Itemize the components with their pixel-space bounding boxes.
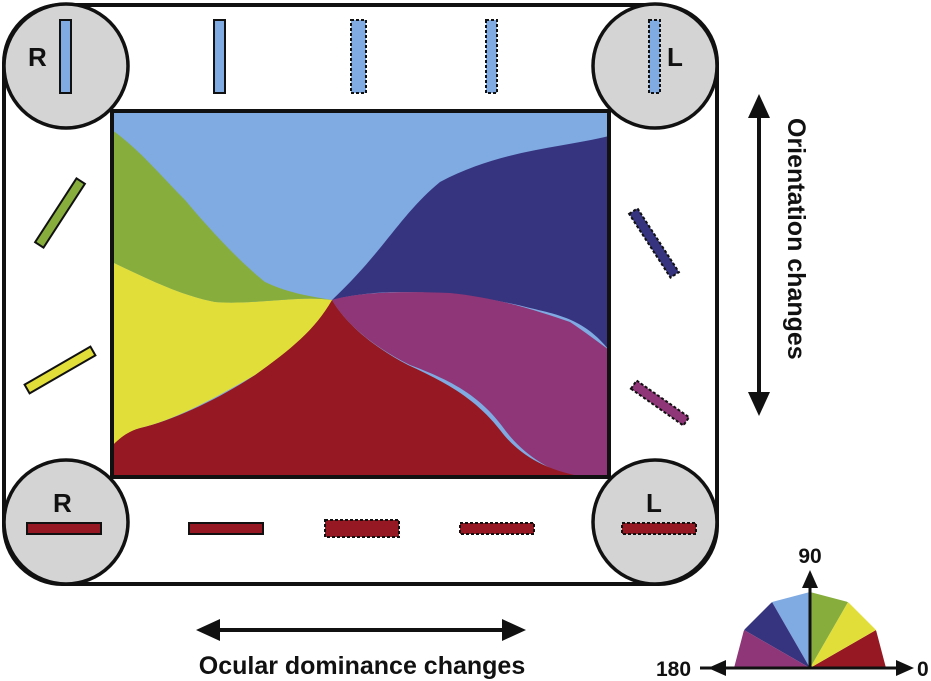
- orientation-color-legend: [700, 570, 914, 676]
- legend-label-90: 90: [798, 545, 821, 568]
- bar-top-5: [648, 19, 661, 94]
- bar-bottom-3: [324, 519, 400, 538]
- legend-label-0: 0: [917, 658, 929, 681]
- region-yellow: [112, 262, 332, 446]
- bar-top-4: [485, 19, 498, 94]
- bar-left-green: [33, 177, 87, 249]
- eye-label-top-left: R: [28, 42, 47, 72]
- region-red: [112, 300, 585, 477]
- map-border: [110, 109, 611, 479]
- eye-label-bottom-left: R: [53, 488, 72, 518]
- orientation-arrow: [748, 94, 770, 416]
- bar-bottom-4: [459, 522, 535, 535]
- eye-label-bottom-right: L: [646, 488, 662, 518]
- bar-left-yellow: [23, 345, 97, 395]
- bar-bottom-1: [26, 522, 102, 535]
- bar-bottom-5: [621, 522, 697, 535]
- region-green: [112, 130, 332, 303]
- ocular-dominance-label: Ocular dominance changes: [199, 652, 526, 680]
- ocular-dominance-arrow: [196, 619, 526, 641]
- legend-label-180: 180: [656, 658, 691, 681]
- region-magenta: [332, 292, 609, 477]
- bar-top-1: [59, 19, 72, 94]
- bar-top-2: [213, 19, 226, 94]
- eye-label-top-right: L: [667, 42, 683, 72]
- region-navy: [332, 136, 609, 350]
- bar-top-3: [350, 19, 367, 94]
- orientation-changes-label: Orientation changes: [782, 118, 810, 360]
- bar-bottom-2: [188, 522, 264, 535]
- orientation-map: [112, 111, 609, 477]
